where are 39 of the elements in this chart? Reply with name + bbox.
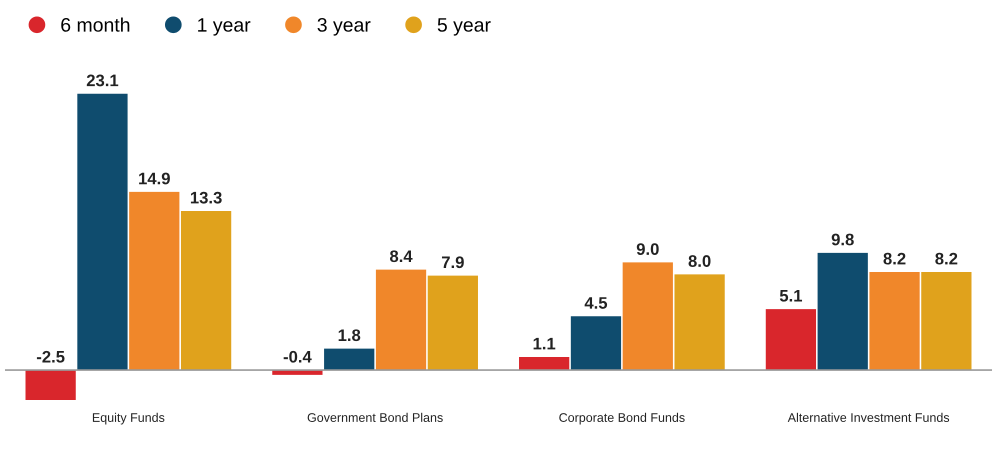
data-label: 9.8 [832, 234, 854, 246]
bar [921, 272, 972, 370]
data-label: 5.1 [780, 290, 802, 302]
bar [376, 270, 426, 370]
data-label: 1.8 [338, 329, 360, 342]
bar [818, 252, 868, 370]
x-tick-label: Alternative Investment Funds [788, 412, 950, 422]
bar [180, 210, 232, 370]
data-label: 13.3 [190, 192, 222, 204]
x-tick-label: Equity Funds [92, 412, 164, 424]
bar [129, 192, 180, 370]
data-label: 1.1 [534, 338, 556, 350]
data-label: 14.9 [139, 172, 170, 184]
data-label: -0.4 [284, 350, 312, 363]
legend-label: 5 year [438, 18, 491, 36]
data-label: 4.5 [584, 297, 608, 309]
bar [766, 309, 816, 370]
bar [622, 262, 673, 370]
data-label: 8.4 [390, 250, 413, 262]
bar [324, 348, 374, 370]
bar [428, 276, 478, 370]
bar [519, 356, 570, 370]
legend-label: 6 month [61, 18, 130, 32]
x-tick-label: Corporate Bond Funds [559, 412, 685, 424]
x-tick-label: Government Bond Plans [308, 412, 443, 422]
bar [570, 316, 622, 370]
bar [77, 94, 128, 370]
bar [26, 370, 76, 400]
data-label: 23.1 [86, 74, 118, 86]
data-label: 9.0 [636, 243, 659, 255]
bar [674, 274, 725, 370]
data-label: 7.9 [442, 256, 464, 268]
legend-label: 1 year [198, 18, 250, 36]
data-label: 8.0 [688, 255, 711, 267]
legend-label: 3 year [318, 18, 371, 36]
data-label: 8.2 [883, 252, 906, 265]
data-label: -2.5 [36, 350, 65, 363]
data-label: 8.2 [935, 252, 958, 265]
bar [869, 272, 920, 370]
